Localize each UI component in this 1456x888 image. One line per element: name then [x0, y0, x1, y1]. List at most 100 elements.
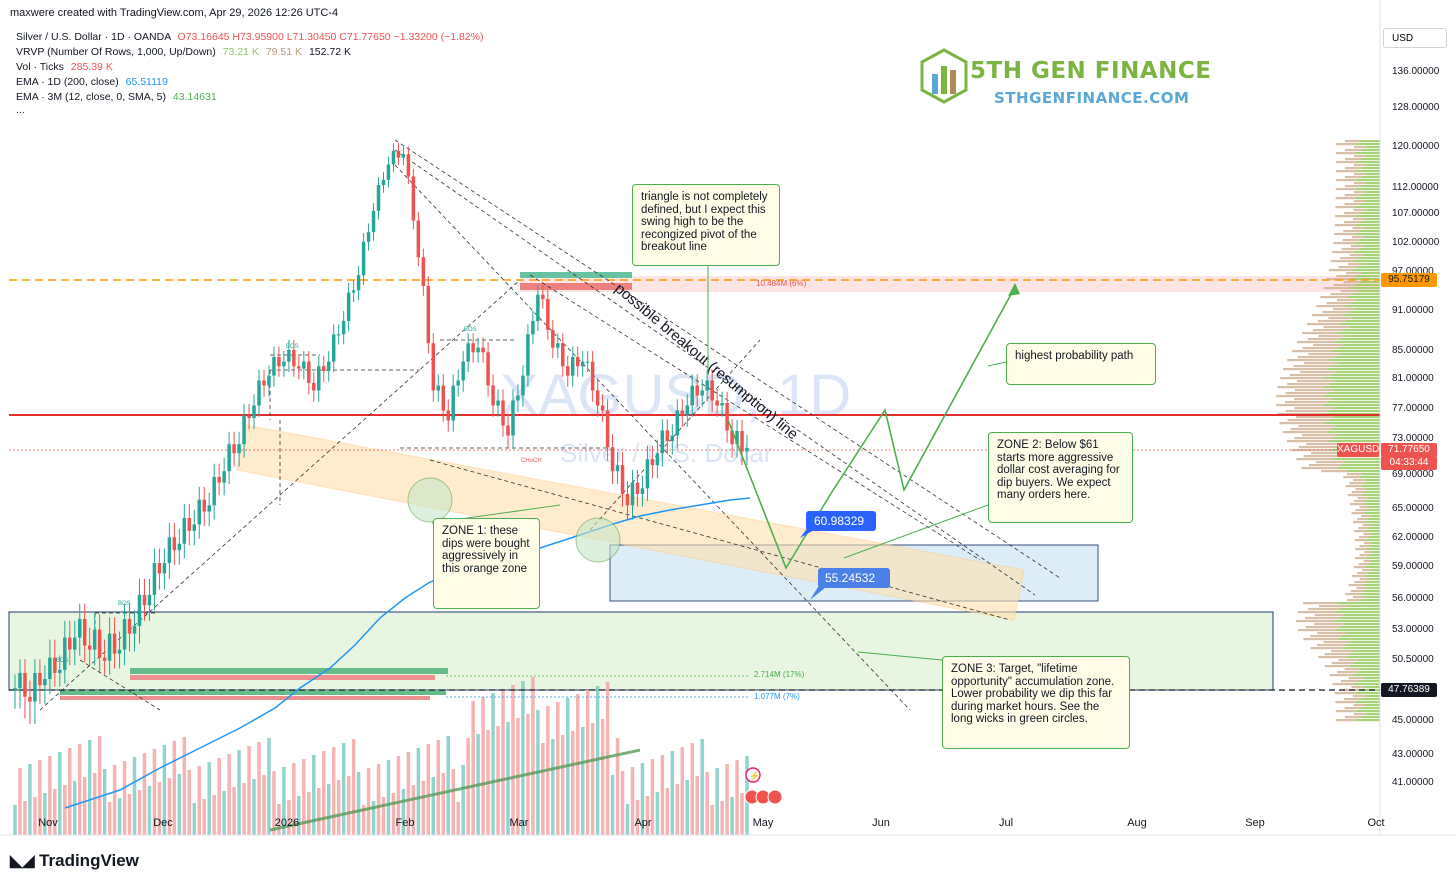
- note-highest-probability[interactable]: highest probability path: [1006, 343, 1156, 385]
- vrvp-row-down: [1363, 533, 1371, 536]
- candle-body: [297, 366, 301, 369]
- vrvp-row-down: [1287, 359, 1329, 362]
- legend-vrvp[interactable]: VRVP (Number Of Rows, 1,000, Up/Down) 73…: [16, 46, 351, 58]
- volume-bar: [655, 792, 660, 835]
- candle-body: [23, 672, 27, 697]
- vrvp-row-up: [1348, 641, 1380, 644]
- legend-symbol[interactable]: Silver / U.S. Dollar · 1D · OANDA O73.16…: [16, 31, 483, 43]
- vrvp-row-up: [1343, 344, 1380, 347]
- vrvp-row-up: [1324, 422, 1380, 425]
- candle-body: [705, 380, 709, 391]
- vrvp-row-up: [1362, 584, 1380, 587]
- volume-bar: [416, 748, 421, 835]
- price-tick-10: 77.00000: [1392, 403, 1434, 414]
- vrvp-row-up: [1342, 314, 1380, 317]
- vrvp-row-up: [1360, 176, 1380, 179]
- note-zone2[interactable]: ZONE 2: Below $61 starts more aggressive…: [988, 432, 1133, 523]
- candle-body: [317, 366, 321, 391]
- vrvp-row-down: [1353, 521, 1366, 524]
- resistance-zone: [520, 276, 1380, 292]
- vrvp-row-up: [1352, 293, 1380, 296]
- volume-bar: [346, 776, 351, 835]
- vrvp-row-down: [1351, 686, 1365, 689]
- vrvp-row-down: [1303, 455, 1339, 458]
- candle-body: [351, 290, 356, 293]
- candle-body: [690, 385, 694, 406]
- candle-body: [117, 649, 122, 654]
- candle-body: [18, 672, 22, 689]
- vrvp-row-down: [1317, 644, 1346, 647]
- flag-icon-3[interactable]: [767, 789, 783, 805]
- price-axis[interactable]: 136.00000 128.00000 120.00000 112.00000 107.…: [1392, 66, 1440, 788]
- vrvp-row-down: [1349, 482, 1364, 485]
- tradingview-brand[interactable]: ◣◢ TradingView: [10, 851, 139, 871]
- candle-body: [735, 431, 739, 445]
- wick-circle-2: [575, 517, 621, 563]
- legend-vol[interactable]: Vol · Ticks 285.39 K: [16, 61, 113, 73]
- currency-selector[interactable]: USD: [1383, 28, 1447, 48]
- candle-body: [580, 361, 585, 367]
- ema-200-line: [64, 497, 751, 809]
- vrvp-row-up: [1333, 416, 1380, 419]
- candle-body: [570, 356, 575, 376]
- candle-body: [172, 537, 177, 551]
- vrvp-row-down: [1352, 227, 1365, 230]
- vrvp-row-up: [1323, 386, 1380, 389]
- vrvp-row-up: [1340, 353, 1380, 356]
- volume-bar: [336, 780, 341, 835]
- time-tick-3: Feb: [396, 817, 415, 829]
- volume-bar: [162, 745, 167, 835]
- vrvp-row-up: [1338, 617, 1380, 620]
- candle-body: [625, 493, 630, 506]
- volume-bar: [446, 736, 450, 835]
- volume-bar: [690, 743, 694, 835]
- candle-body: [700, 390, 704, 396]
- event-icon-1[interactable]: [745, 767, 761, 783]
- volume-bar: [312, 755, 316, 835]
- price-tick-18: 50.50000: [1392, 654, 1434, 665]
- candle-body: [376, 184, 381, 211]
- vrvp-row-up: [1363, 590, 1380, 593]
- vrvp-row-down: [1345, 593, 1361, 596]
- candle-body: [536, 294, 540, 321]
- legend-ema2[interactable]: EMA · 3M (12, close, 0, SMA, 5) 43.14631: [16, 91, 217, 103]
- candle-body: [615, 465, 620, 472]
- time-axis[interactable]: Nov Dec 2026 Feb Mar Apr May Jun Jul Aug Sep Oct: [38, 817, 1384, 829]
- vrvp-row-down: [1347, 599, 1362, 602]
- volume-bar: [177, 774, 182, 835]
- candle-body: [242, 415, 246, 445]
- candle-body: [740, 431, 744, 452]
- vrvp-row-up: [1355, 215, 1380, 218]
- volume-bar: [112, 765, 117, 835]
- vrvp-row-up: [1355, 710, 1380, 713]
- candle-body: [595, 390, 600, 406]
- vrvp-row-up: [1351, 317, 1380, 320]
- vrvp-row-up: [1353, 683, 1380, 686]
- note-triangle[interactable]: triangle is not completely defined, but …: [632, 184, 780, 266]
- vrvp-row-down: [1344, 707, 1361, 710]
- candle-body: [720, 403, 724, 406]
- volume-bar: [117, 798, 122, 835]
- ema1-value: 65.51119: [125, 76, 168, 88]
- vrvp-row-down: [1333, 284, 1355, 287]
- vrvp-row-down: [1297, 629, 1335, 632]
- note-zone3[interactable]: ZONE 3: Target, "lifetime opportunity" a…: [942, 656, 1130, 749]
- vrvp-row-up: [1347, 470, 1380, 473]
- candle-body: [232, 444, 236, 454]
- vrvp-row-up: [1339, 626, 1380, 629]
- note-zone1[interactable]: ZONE 1: these dips were bought aggressiv…: [433, 518, 540, 609]
- volume-bar: [635, 800, 640, 835]
- ohlc-values: O73.16645 H73.95900 L71.30450 C71.77650 …: [177, 31, 484, 43]
- volume-bar: [282, 767, 286, 835]
- vrvp-row-down: [1276, 395, 1323, 398]
- candle-body: [685, 405, 690, 416]
- candle-body: [207, 505, 211, 512]
- volume-bar: [700, 739, 704, 835]
- candle-body: [680, 410, 685, 416]
- ema-3m-line: [269, 748, 641, 832]
- vrvp-row-up: [1358, 290, 1380, 293]
- vrvp-row-up: [1339, 323, 1380, 326]
- legend-ema1[interactable]: EMA · 1D (200, close) 65.51119: [16, 76, 168, 88]
- legend-more-button[interactable]: ...: [16, 104, 25, 116]
